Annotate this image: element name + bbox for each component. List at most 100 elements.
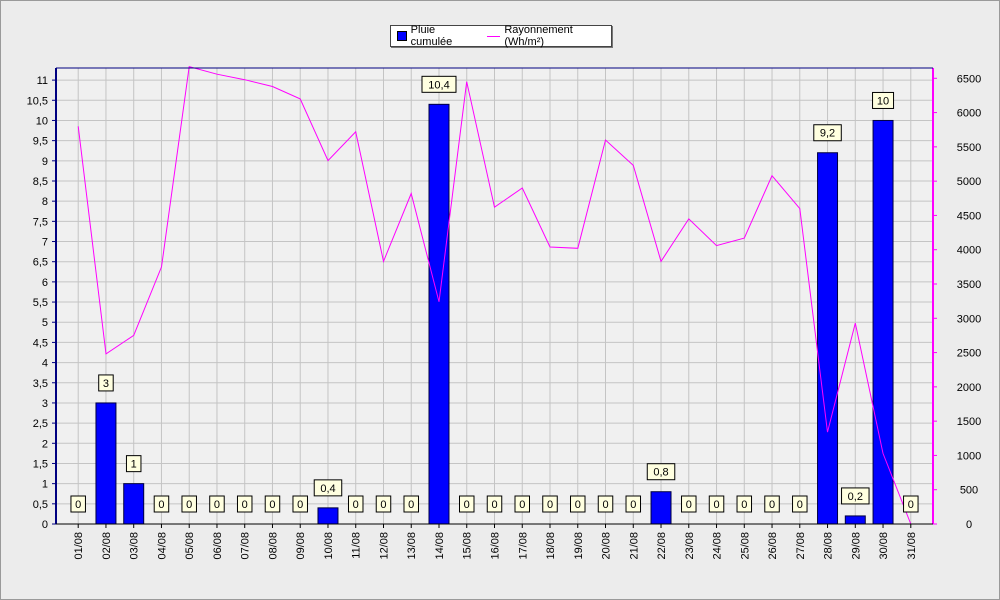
- rain-bar: [428, 103, 450, 525]
- rain-bar: [123, 483, 145, 525]
- x-tick-label: 18/08: [545, 532, 557, 560]
- bar-value-label: 0: [686, 499, 692, 511]
- bar-value-label-box: [597, 495, 614, 513]
- y-right-tick-label: 5500: [957, 142, 981, 154]
- bar-value-label-box: [125, 455, 142, 473]
- bar-value-label-box: [236, 495, 253, 513]
- bar-value-label-box: [736, 495, 753, 513]
- bar-value-label: 0: [797, 499, 803, 511]
- bar-value-label: 0,4: [320, 483, 335, 495]
- y-right-tick-label: 2500: [957, 348, 981, 360]
- y-left-tick-label: 9: [42, 156, 48, 168]
- bar-value-label: 0: [769, 499, 775, 511]
- x-tick-label: 22/08: [656, 532, 668, 560]
- bar-value-label-box: [153, 495, 170, 513]
- bar-value-label-box: [181, 495, 197, 513]
- chart-legend: Pluie cumulée Rayonnement (Wh/m²): [390, 24, 612, 48]
- y-left-tick-label: 7,5: [33, 216, 48, 228]
- y-axis-right-ticks: 0 500 1000 1500 2000 2500 3000 3500 4000 4500 5000…: [933, 73, 981, 531]
- x-tick-label: 03/08: [129, 532, 141, 560]
- x-tick-label: 13/08: [406, 532, 418, 560]
- bar-value-label-box: [421, 75, 457, 93]
- legend-rain-swatch: [397, 31, 407, 41]
- rain-bar: [844, 515, 866, 525]
- rain-bar: [95, 402, 117, 525]
- x-tick-label: 28/08: [823, 532, 835, 560]
- gridlines: [56, 68, 933, 525]
- bar-value-label-box: [209, 495, 225, 513]
- y-left-tick-label: 3,5: [33, 378, 48, 390]
- bar-value-label: 0: [519, 499, 525, 511]
- bar-value-label-box: [764, 495, 780, 513]
- bar-value-label-box: [542, 495, 558, 513]
- bar-value-label-box: [375, 495, 392, 513]
- rain-bar: [317, 507, 339, 525]
- bar-value-label-box: [570, 495, 586, 513]
- legend-rain-label: Pluie cumulée: [410, 24, 453, 48]
- y-left-tick-label: 6: [42, 277, 48, 289]
- x-tick-label: 07/08: [240, 532, 252, 560]
- bar-value-label: 10,4: [428, 79, 449, 91]
- y-right-tick-label: 5000: [957, 176, 981, 188]
- x-tick-label: 24/08: [712, 532, 724, 560]
- y-right-tick-label: 3500: [957, 279, 981, 291]
- x-tick-label: 19/08: [573, 532, 585, 560]
- bar-value-label: 1: [131, 459, 137, 471]
- bar-value-label-box: [681, 495, 697, 513]
- y-left-tick-label: 9,5: [33, 136, 48, 148]
- x-tick-label: 05/08: [184, 532, 196, 560]
- bar-value-label: 0: [575, 499, 581, 511]
- bar-value-label-box: [872, 91, 895, 109]
- bar-value-label: 0: [214, 499, 220, 511]
- bar-value-label-box: [486, 495, 503, 513]
- bar-value-label-box: [841, 487, 870, 505]
- bar-value-label: 0: [186, 499, 192, 511]
- y-left-tick-label: 2: [42, 438, 48, 450]
- x-tick-label: 04/08: [156, 532, 168, 560]
- bar-value-label-box: [792, 495, 808, 513]
- bar-value-label: 0: [602, 499, 608, 511]
- y-right-tick-label: 1500: [957, 416, 981, 428]
- rain-bar: [872, 119, 894, 525]
- x-tick-label: 25/08: [739, 532, 751, 560]
- bar-value-label: 0: [353, 499, 359, 511]
- y-left-tick-label: 10,5: [27, 95, 48, 107]
- y-right-tick-label: 4000: [957, 245, 981, 257]
- y-left-tick-label: 10: [36, 115, 48, 127]
- bar-value-label: 0: [297, 499, 303, 511]
- y-right-tick-label: 500: [960, 485, 978, 497]
- bar-value-label-box: [646, 463, 676, 481]
- axes: [55, 67, 934, 525]
- y-left-tick-label: 5: [42, 317, 48, 329]
- bar-value-label-box: [708, 495, 725, 513]
- x-tick-label: 09/08: [295, 532, 307, 560]
- y-right-tick-label: 3000: [957, 313, 981, 325]
- bar-value-label: 0: [75, 499, 81, 511]
- y-left-tick-label: 4,5: [33, 337, 48, 349]
- x-tick-label: 12/08: [378, 532, 390, 560]
- y-right-tick-label: 1000: [957, 450, 981, 462]
- x-tick-label: 10/08: [323, 532, 335, 560]
- radiation-line: [77, 65, 912, 525]
- y-left-tick-label: 1: [42, 479, 48, 491]
- y-left-tick-label: 5,5: [33, 297, 48, 309]
- bar-value-label-box: [813, 124, 842, 142]
- bar-value-label-box: [313, 479, 343, 497]
- radiation-series-line: [77, 65, 912, 525]
- bar-value-label-box: [292, 495, 308, 513]
- bar-value-label: 0: [464, 499, 470, 511]
- y-right-tick-label: 6500: [957, 73, 981, 85]
- bar-value-label: 0,2: [848, 491, 863, 503]
- bar-value-label: 10: [877, 95, 889, 107]
- x-tick-label: 27/08: [795, 532, 807, 560]
- x-tick-label: 08/08: [267, 532, 279, 560]
- x-tick-label: 17/08: [517, 532, 529, 560]
- x-tick-label: 31/08: [906, 532, 918, 560]
- bar-value-label: 0: [242, 499, 248, 511]
- x-tick-label: 20/08: [601, 532, 613, 560]
- y-left-tick-label: 8,5: [33, 176, 48, 188]
- y-left-tick-label: 1,5: [33, 458, 48, 470]
- y-axis-left-ticks: 0 0,5 1 1,5 2 2,5 3 3,5 4 4,5 5 5,5 6 6,5 7 7,5 8 8,5 9 9,5…: [27, 75, 56, 531]
- x-axis-ticks: 01/08 02/08 03/08 04/08 05/08 06/08 07/08 08/08…: [73, 524, 918, 560]
